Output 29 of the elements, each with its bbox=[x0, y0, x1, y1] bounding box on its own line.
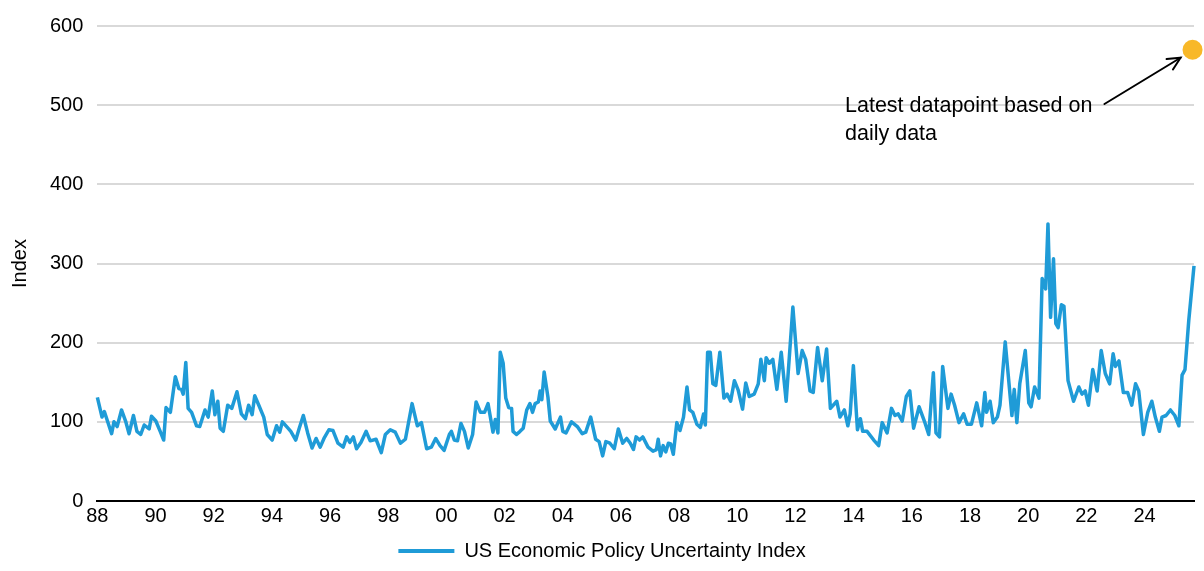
y-tick-label: 400 bbox=[49, 171, 84, 194]
x-tick-label: 96 bbox=[318, 503, 342, 526]
y-tick-label: 0 bbox=[72, 488, 84, 511]
legend-label: US Economic Policy Uncertainty Index bbox=[464, 538, 806, 561]
y-tick-label: 200 bbox=[49, 330, 84, 353]
x-tick-label: 24 bbox=[1133, 503, 1156, 526]
x-tick-label: 92 bbox=[202, 503, 225, 526]
x-tick-label: 90 bbox=[144, 503, 167, 526]
x-tick-label: 06 bbox=[609, 503, 633, 526]
x-tick-label: 18 bbox=[958, 503, 982, 526]
y-tick-label: 300 bbox=[49, 251, 84, 274]
y-axis-title: Index bbox=[7, 239, 30, 288]
x-tick-label: 88 bbox=[86, 503, 109, 526]
x-tick-label: 98 bbox=[377, 503, 400, 526]
x-tick-label: 12 bbox=[784, 503, 807, 526]
x-tick-label: 22 bbox=[1075, 503, 1098, 526]
x-tick-label: 08 bbox=[668, 503, 691, 526]
y-tick-label: 500 bbox=[49, 92, 84, 115]
x-tick-label: 10 bbox=[726, 503, 749, 526]
y-tick-label: 600 bbox=[49, 13, 84, 36]
y-tick-label: 100 bbox=[49, 409, 84, 432]
x-tick-label: 94 bbox=[260, 503, 284, 526]
annotation: Latest datapoint based on daily data bbox=[845, 92, 1093, 145]
x-tick-label: 00 bbox=[435, 503, 458, 526]
x-tick-label: 02 bbox=[493, 503, 516, 526]
x-tick-label: 16 bbox=[900, 503, 923, 526]
x-tick-label: 20 bbox=[1017, 503, 1040, 526]
x-tick-label: 14 bbox=[842, 503, 865, 526]
x-tick-label: 04 bbox=[551, 503, 574, 526]
